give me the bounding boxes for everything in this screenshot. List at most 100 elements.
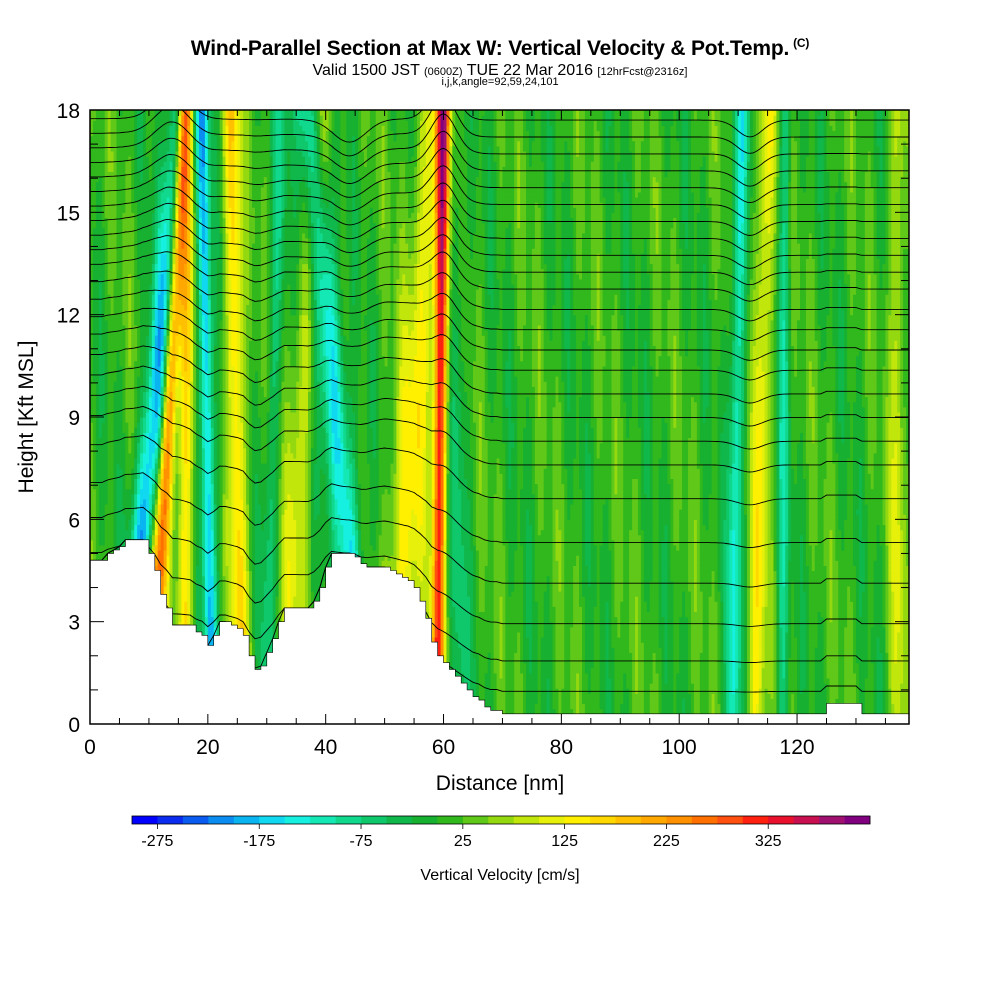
- velocity-cell: [98, 381, 103, 387]
- velocity-cell: [145, 232, 150, 239]
- velocity-cell: [163, 560, 168, 566]
- velocity-cell: [113, 273, 118, 280]
- velocity-cell: [101, 457, 106, 464]
- velocity-cell: [137, 161, 141, 167]
- velocity-cell: [160, 248, 165, 254]
- velocity-cell: [101, 263, 106, 270]
- velocity-cell: [160, 145, 165, 152]
- velocity-cell: [143, 411, 147, 418]
- velocity-cell: [113, 171, 118, 178]
- velocity-cell: [151, 493, 156, 500]
- velocity-cell: [116, 406, 121, 413]
- velocity-cell: [148, 202, 153, 208]
- velocity-cell: [116, 135, 121, 142]
- velocity-cell: [163, 432, 168, 439]
- velocity-cell: [157, 181, 162, 188]
- velocity-cell: [128, 140, 132, 147]
- velocity-cell: [143, 294, 147, 300]
- velocity-cell: [107, 278, 112, 285]
- velocity-cell: [119, 140, 124, 147]
- velocity-cell: [101, 196, 106, 203]
- velocity-cell: [107, 171, 112, 178]
- velocity-cell: [163, 519, 168, 526]
- velocity-cell: [148, 350, 153, 357]
- velocity-cell: [98, 196, 103, 203]
- velocity-cell: [148, 498, 153, 505]
- subtitle-valid-time: Valid 1500 JST: [313, 62, 420, 79]
- velocity-cell: [104, 555, 109, 561]
- velocity-cell: [119, 181, 124, 188]
- velocity-cell: [125, 186, 129, 193]
- velocity-cell: [140, 335, 144, 341]
- velocity-cell: [163, 529, 168, 536]
- velocity-cell: [107, 498, 112, 505]
- velocity-cell: [92, 519, 97, 526]
- velocity-cell: [145, 304, 150, 311]
- velocity-cell: [90, 381, 94, 387]
- velocity-cell: [107, 483, 112, 490]
- velocity-cell: [116, 248, 121, 254]
- velocity-cell: [151, 427, 156, 433]
- velocity-cell: [157, 422, 162, 428]
- velocity-cell: [113, 427, 118, 433]
- velocity-cell: [92, 196, 97, 203]
- velocity-cell: [131, 217, 135, 224]
- velocity-cell: [113, 145, 118, 152]
- velocity-cell: [143, 304, 147, 311]
- velocity-cell: [125, 207, 129, 213]
- velocity-cell: [137, 156, 141, 162]
- velocity-cell: [122, 427, 126, 433]
- velocity-cell: [157, 176, 162, 183]
- velocity-cell: [151, 222, 156, 229]
- velocity-cell: [107, 294, 112, 300]
- velocity-cell: [95, 468, 100, 474]
- velocity-cell: [92, 411, 97, 418]
- velocity-cell: [113, 248, 118, 254]
- velocity-cell: [151, 319, 156, 326]
- velocity-cell: [157, 294, 162, 300]
- velocity-cell: [92, 498, 97, 505]
- velocity-cell: [137, 222, 141, 229]
- velocity-cell: [134, 207, 138, 213]
- velocity-cell: [101, 232, 106, 239]
- velocity-cell: [122, 217, 126, 224]
- velocity-cell: [143, 278, 147, 285]
- velocity-cell: [101, 248, 106, 254]
- velocity-cell: [98, 386, 103, 393]
- velocity-cell: [98, 422, 103, 428]
- velocity-cell: [98, 427, 103, 433]
- velocity-cell: [116, 478, 121, 485]
- velocity-cell: [137, 258, 141, 265]
- velocity-cell: [151, 376, 156, 382]
- velocity-cell: [151, 463, 156, 469]
- velocity-cell: [134, 232, 138, 239]
- velocity-cell: [151, 335, 156, 341]
- velocity-cell: [154, 376, 159, 382]
- velocity-cell: [113, 411, 118, 418]
- velocity-cell: [104, 196, 109, 203]
- velocity-cell: [148, 324, 153, 331]
- velocity-cell: [101, 314, 106, 321]
- velocity-cell: [90, 258, 94, 265]
- velocity-cell: [125, 289, 129, 295]
- velocity-cell: [131, 145, 135, 152]
- velocity-cell: [134, 396, 138, 403]
- velocity-cell: [134, 125, 138, 132]
- velocity-cell: [119, 381, 124, 387]
- velocity-cell: [131, 299, 135, 306]
- velocity-cell: [148, 294, 153, 300]
- velocity-cell: [104, 376, 109, 382]
- velocity-cell: [122, 340, 126, 346]
- velocity-cell: [125, 217, 129, 224]
- velocity-cell: [151, 186, 156, 193]
- velocity-cell: [113, 432, 118, 439]
- velocity-cell: [107, 135, 112, 142]
- velocity-cell: [98, 365, 103, 372]
- velocity-cell: [134, 161, 138, 167]
- velocity-cell: [125, 355, 129, 362]
- velocity-cell: [137, 273, 141, 280]
- velocity-cell: [148, 503, 153, 510]
- velocity-cell: [98, 544, 103, 551]
- velocity-cell: [151, 539, 156, 546]
- velocity-cell: [137, 289, 141, 295]
